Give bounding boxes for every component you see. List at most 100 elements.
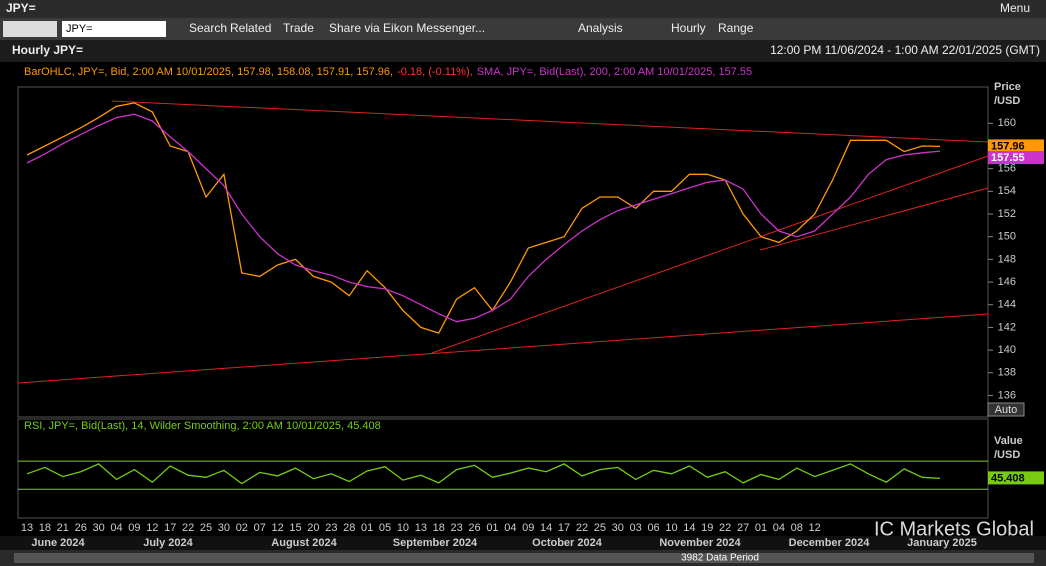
x-tick-label: 25	[200, 522, 212, 534]
nav-buttons[interactable]	[3, 21, 57, 37]
trendline	[17, 313, 989, 384]
y-tick-label: 140	[998, 344, 1016, 356]
x-tick-label: 17	[558, 522, 570, 534]
y-tick-label: 144	[998, 299, 1016, 311]
y-tick-label: 136	[998, 389, 1016, 401]
date-range: 12:00 PM 11/06/2024 - 1:00 AM 22/01/2025…	[770, 43, 1040, 57]
toolbar-item[interactable]: Search	[189, 21, 227, 35]
x-tick-label: 21	[57, 522, 69, 534]
menu[interactable]: Menu	[1000, 1, 1030, 15]
month-label: December 2024	[789, 537, 871, 549]
y-label: /USD	[994, 95, 1020, 107]
last-value-box	[988, 139, 1044, 153]
x-tick-label: 04	[110, 522, 122, 534]
toolbar-item[interactable]: Hourly	[671, 21, 706, 35]
series-line	[26, 102, 941, 334]
x-tick-label: 30	[218, 522, 230, 534]
x-tick-label: 10	[397, 522, 409, 534]
trendline	[759, 187, 989, 251]
series-line	[26, 113, 941, 323]
y-tick-label: 142	[998, 321, 1016, 333]
x-tick-label: 19	[701, 522, 713, 534]
y-tick-label: 152	[998, 208, 1016, 220]
panel-header	[0, 40, 1046, 62]
last-value-label: 157.55	[991, 152, 1025, 164]
y-label: Value	[994, 435, 1023, 447]
y-tick-label: 150	[998, 231, 1016, 243]
x-tick-label: 14	[540, 522, 552, 534]
legend: BarOHLC, JPY=, Bid, 2:00 AM 10/01/2025, …	[24, 66, 752, 78]
y-tick-label: 160	[998, 117, 1016, 129]
price-pane	[17, 86, 989, 418]
x-tick-label: 05	[379, 522, 391, 534]
x-tick-label: 08	[791, 522, 803, 534]
y-label: /USD	[994, 449, 1020, 461]
toolbar-item[interactable]: Related	[230, 21, 271, 35]
x-tick-label: 06	[647, 522, 659, 534]
x-tick-label: 22	[182, 522, 194, 534]
legend-change: -0.18, (-0.11%),	[397, 66, 473, 78]
last-value-box	[988, 471, 1044, 485]
x-tick-label: 01	[361, 522, 373, 534]
status-text: 3982 Data Period	[681, 553, 759, 564]
toolbar-item[interactable]: Trade	[283, 21, 314, 35]
x-tick-label: 30	[92, 522, 104, 534]
x-tick-label: 07	[254, 522, 266, 534]
x-tick-label: 28	[343, 522, 355, 534]
x-tick-label: 23	[451, 522, 463, 534]
x-tick-label: 27	[737, 522, 749, 534]
x-tick-label: 09	[522, 522, 534, 534]
toolbar-item[interactable]: Range	[718, 21, 754, 35]
ric-input-text[interactable]: JPY=	[66, 23, 93, 35]
title-bar	[0, 0, 1046, 18]
x-tick-label: 30	[612, 522, 624, 534]
panel-title: Hourly JPY=	[12, 43, 83, 57]
y-label: Price	[994, 81, 1021, 93]
x-tick-label: 10	[665, 522, 677, 534]
toolbar-item[interactable]: Analysis	[578, 21, 623, 35]
x-tick-label: 01	[755, 522, 767, 534]
auto-label[interactable]: Auto	[995, 404, 1018, 416]
x-tick-label: 26	[468, 522, 480, 534]
x-tick-label: 12	[809, 522, 821, 534]
y-tick-label: 146	[998, 276, 1016, 288]
x-tick-label: 17	[164, 522, 176, 534]
y-tick-label: 154	[998, 185, 1016, 197]
month-label: November 2024	[659, 537, 741, 549]
series-line	[26, 463, 941, 485]
y-tick-label: 148	[998, 253, 1016, 265]
x-tick-label: 04	[773, 522, 785, 534]
x-tick-label: 12	[272, 522, 284, 534]
x-tick-label: 18	[39, 522, 51, 534]
x-tick-label: 26	[75, 522, 87, 534]
last-value-label: 45.408	[991, 472, 1025, 484]
watermark: IC Markets Global	[874, 518, 1034, 540]
month-axis	[0, 536, 1046, 550]
legend-entry: BarOHLC, JPY=, Bid, 2:00 AM 10/01/2025, …	[24, 66, 393, 78]
x-tick-label: 23	[325, 522, 337, 534]
rsi-pane	[17, 418, 989, 519]
x-tick-label: 20	[307, 522, 319, 534]
toolbar	[0, 18, 1046, 40]
x-tick-label: 09	[128, 522, 140, 534]
x-tick-label: 03	[630, 522, 642, 534]
x-tick-label: 22	[576, 522, 588, 534]
auto-button[interactable]	[987, 402, 1025, 417]
x-tick-label: 15	[289, 522, 301, 534]
x-tick-label: 14	[683, 522, 695, 534]
month-label: June 2024	[31, 537, 85, 549]
y-tick-label: 156	[998, 163, 1016, 175]
x-tick-label: 01	[486, 522, 498, 534]
month-label: September 2024	[393, 537, 478, 549]
legend: RSI, JPY=, Bid(Last), 14, Wilder Smoothi…	[24, 420, 381, 432]
trendline	[431, 155, 989, 354]
x-tick-label: 02	[236, 522, 248, 534]
trendline	[111, 100, 989, 143]
x-tick-label: 18	[433, 522, 445, 534]
ric-input[interactable]	[62, 21, 166, 37]
x-tick-label: 13	[415, 522, 427, 534]
scrollbar[interactable]	[14, 553, 1034, 563]
month-label: July 2024	[143, 537, 193, 549]
toolbar-item[interactable]: Share via Eikon Messenger...	[329, 21, 485, 35]
